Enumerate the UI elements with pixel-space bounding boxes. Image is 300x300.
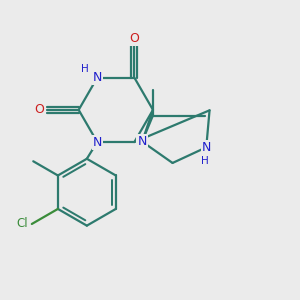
Text: Cl: Cl xyxy=(16,218,28,230)
Text: N: N xyxy=(93,136,102,148)
Text: O: O xyxy=(130,32,139,45)
Text: N: N xyxy=(137,135,147,148)
Text: N: N xyxy=(93,71,102,84)
Text: N: N xyxy=(202,141,211,154)
Text: H: H xyxy=(201,156,208,166)
Text: O: O xyxy=(35,103,45,116)
Text: H: H xyxy=(81,64,88,74)
